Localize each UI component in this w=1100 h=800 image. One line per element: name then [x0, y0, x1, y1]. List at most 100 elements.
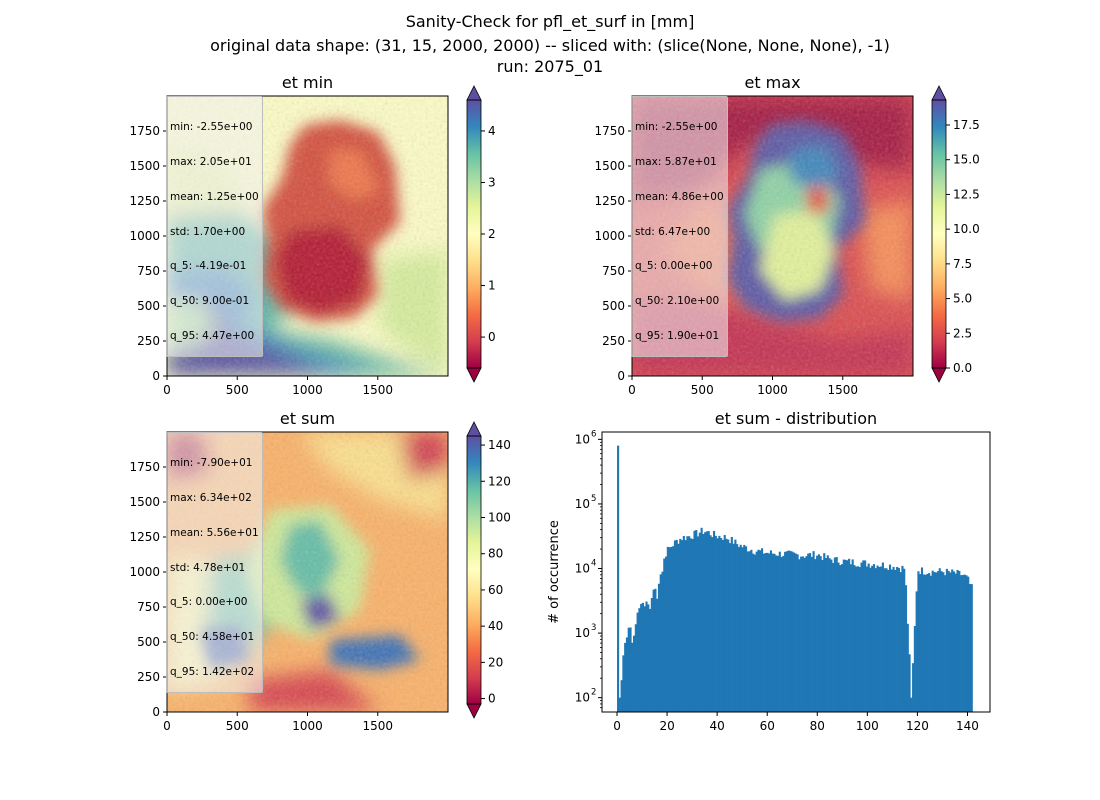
histogram-bar — [768, 553, 771, 712]
histogram-bar — [899, 572, 902, 712]
colorbar-et-max: 0.0 2.5 5.0 7.5 10.0 12.5 15.0 17.5 — [931, 85, 980, 383]
histogram-bar — [796, 554, 799, 712]
histogram-bar — [835, 557, 838, 712]
colorbar-tick-label: 17.5 — [953, 118, 980, 132]
histogram-bar — [727, 539, 730, 712]
histogram-bar — [842, 559, 845, 712]
histogram-bar — [785, 551, 788, 712]
axis-ticks-et-sum: 0 500 1000 1500 0 250 500 750 1000 1250 1500 1750 — [129, 460, 393, 733]
histogram-bar — [851, 559, 854, 712]
histogram-bar — [894, 569, 897, 712]
histogram-bar — [814, 559, 817, 712]
histogram-bar — [688, 536, 691, 712]
x-tick-label: 40 — [710, 719, 725, 733]
histogram-bar — [887, 569, 890, 712]
y-tick-label: 10 — [575, 562, 590, 576]
histogram-bar — [686, 536, 689, 712]
histogram-bar — [743, 544, 746, 712]
x-tick-label: 1000 — [757, 383, 788, 397]
histogram-bar — [728, 543, 732, 712]
x-tick-label: 1000 — [292, 719, 323, 733]
y-tick-label: 0 — [617, 369, 625, 383]
histogram-bar — [913, 626, 916, 712]
stat-line: q_5: -4.19e-01 — [170, 260, 247, 273]
axis-ticks-et-max: 0 500 1000 1500 0 250 500 750 1000 1250 1500 1750 — [594, 124, 858, 397]
histogram-bar — [881, 562, 884, 712]
y-tick-label: 1000 — [129, 229, 160, 243]
y-tick-label: 1000 — [129, 565, 160, 579]
histogram-bar — [840, 564, 844, 712]
axes-frame-distribution — [601, 431, 991, 713]
histogram-bar — [698, 532, 701, 712]
y-tick-label: 0 — [152, 369, 160, 383]
histogram-bar — [641, 602, 645, 712]
colorbar-extend-min — [466, 703, 482, 719]
histogram-bar — [817, 554, 820, 712]
histogram-bar — [665, 556, 668, 712]
y-tick-label: 500 — [602, 299, 625, 313]
histogram-bar — [963, 574, 966, 712]
histogram-bar — [636, 612, 639, 712]
histogram-bar — [872, 564, 876, 712]
x-tick-label: 80 — [810, 719, 825, 733]
stat-line: q_50: 2.10e+00 — [635, 295, 720, 308]
y-tick-label: 10 — [575, 432, 590, 446]
colorbar-tick-label: 80 — [488, 547, 503, 561]
histogram-bar — [944, 575, 947, 712]
colorbar-frame — [931, 99, 947, 369]
stat-line: std: 6.47e+00 — [635, 225, 711, 238]
histogram-bar — [625, 637, 629, 712]
stat-line: q_5: 0.00e+00 — [170, 596, 248, 609]
histogram-bar — [897, 567, 900, 712]
histogram-bar — [697, 536, 700, 712]
stats-box-et-min: min: -2.55e+00 max: 2.05e+01 mean: 1.25e… — [166, 96, 263, 358]
colorbar-tick-label: 0 — [488, 330, 496, 344]
histogram-bar — [755, 551, 758, 712]
histogram-bar — [695, 530, 698, 712]
histogram-bar — [661, 571, 664, 712]
stat-line: q_50: 4.58e+01 — [170, 631, 255, 644]
histogram-bar — [803, 557, 806, 712]
histogram-bar — [922, 574, 925, 712]
histogram-bar — [805, 556, 808, 712]
histogram-bar — [824, 558, 828, 712]
stat-line: min: -2.55e+00 — [170, 121, 253, 134]
histogram-bar — [714, 535, 717, 712]
colorbar-tick-label: 4 — [488, 124, 496, 138]
histogram-bar — [645, 601, 648, 712]
histogram-bar — [823, 553, 826, 712]
y-tick-label: 1750 — [594, 124, 625, 138]
histogram-bar — [853, 565, 856, 712]
histogram-bar — [965, 575, 968, 712]
figure-title-line-3: run: 2075_01 — [496, 57, 604, 76]
x-tick-label: 0 — [628, 383, 636, 397]
histogram-bar — [935, 572, 938, 712]
histogram-bar — [888, 564, 892, 712]
y-tick-label: 500 — [137, 299, 160, 313]
histogram-bar — [791, 551, 794, 712]
stats-box-et-sum: min: -7.90e+01 max: 6.34e+02 mean: 5.56e… — [166, 432, 263, 694]
histogram-bar — [940, 571, 943, 712]
x-tick-label: 100 — [856, 719, 879, 733]
histogram-bar — [833, 557, 836, 712]
histogram-bar — [947, 570, 950, 712]
colorbar-gradient — [467, 100, 481, 368]
histogram-bar — [700, 527, 703, 712]
histogram-bar — [704, 532, 707, 712]
y-tick-label: 1250 — [129, 530, 160, 544]
histogram-bar — [760, 548, 764, 712]
colorbar-tick-label: 120 — [488, 474, 511, 488]
histogram-bar — [952, 571, 956, 712]
histogram-bar — [725, 538, 728, 712]
histogram-bar — [961, 574, 964, 712]
histogram-bar — [666, 546, 669, 712]
stat-line: min: -7.90e+01 — [170, 457, 253, 470]
y-tick-label: 1500 — [594, 159, 625, 173]
histogram-bar — [780, 557, 783, 712]
histogram-bar — [885, 568, 888, 712]
histogram-bar — [764, 553, 767, 712]
histogram-bar — [837, 562, 840, 712]
colorbar-extend-max — [466, 85, 482, 101]
